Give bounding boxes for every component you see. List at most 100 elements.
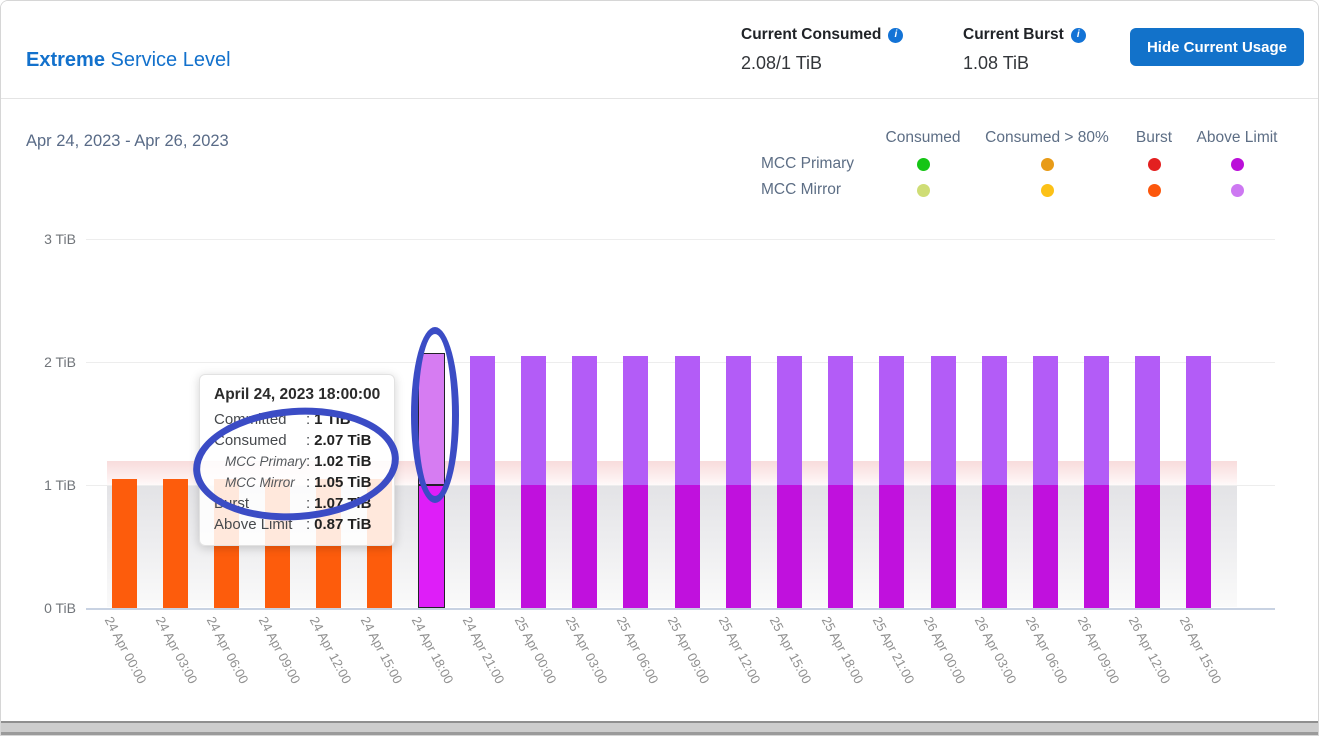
chart-bar-segment-above-limit-mirror[interactable] xyxy=(1032,355,1058,485)
chart-bar-segment-above-limit-mirror[interactable] xyxy=(521,355,547,485)
legend-dot[interactable] xyxy=(1230,183,1244,197)
info-icon[interactable]: i xyxy=(888,27,904,43)
header-divider xyxy=(1,98,1318,99)
legend-dot-cell xyxy=(1185,183,1289,197)
x-axis-label: 26 Apr 06:00 xyxy=(1023,614,1072,687)
x-axis-label: 26 Apr 12:00 xyxy=(1125,614,1174,687)
tooltip-row-label: MCC Mirror xyxy=(225,475,295,490)
chart-bar-segment-above-limit-primary[interactable] xyxy=(879,485,905,608)
tooltip-row: Burst:1.07 TiB xyxy=(214,495,380,512)
tooltip-row-colon: : xyxy=(306,453,311,470)
legend-column-header: Above Limit xyxy=(1196,129,1278,146)
legend-dot[interactable] xyxy=(1040,157,1054,171)
legend-row-label: MCC Primary xyxy=(761,155,854,172)
legend-column-header: Consumed xyxy=(885,129,961,146)
x-axis-label: 25 Apr 00:00 xyxy=(511,614,560,687)
legend-dot[interactable] xyxy=(1040,183,1054,197)
chart-bar-segment-above-limit-primary[interactable] xyxy=(674,485,700,608)
chart-bar-segment-above-limit-mirror[interactable] xyxy=(879,355,905,485)
tooltip-row-value: 0.87 TiB xyxy=(314,516,372,533)
tooltip-row: Consumed:2.07 TiB xyxy=(214,432,380,449)
tooltip-title: April 24, 2023 18:00:00 xyxy=(214,386,381,403)
tooltip-row-colon: : xyxy=(306,474,311,491)
chart-bar-segment-above-limit-primary[interactable] xyxy=(469,485,495,608)
chart-bar-segment-burst-mirror[interactable] xyxy=(111,478,137,608)
date-range-label: Apr 24, 2023 - Apr 26, 2023 xyxy=(26,132,229,150)
x-axis-label: 26 Apr 09:00 xyxy=(1074,614,1123,687)
legend-dot[interactable] xyxy=(1230,157,1244,171)
x-axis-label: 25 Apr 09:00 xyxy=(664,614,713,687)
chart-bar-segment-above-limit-mirror[interactable] xyxy=(725,355,751,485)
chart-bar-segment-above-limit-mirror[interactable] xyxy=(572,355,598,485)
y-axis-tick-label: 2 TiB xyxy=(44,354,76,370)
chart-bar-segment-above-limit-mirror[interactable] xyxy=(469,355,495,485)
chart-bar-segment-above-limit-primary[interactable] xyxy=(828,485,854,608)
legend-dot-cell xyxy=(971,157,1123,171)
chart-bar-segment-above-limit-primary[interactable] xyxy=(417,485,445,608)
legend-dot[interactable] xyxy=(1147,157,1161,171)
y-axis-tick-label: 1 TiB xyxy=(44,477,76,493)
tooltip-row-label: Consumed xyxy=(214,432,287,449)
chart-bar-segment-above-limit-mirror[interactable] xyxy=(930,355,956,485)
legend-dot-cell xyxy=(1123,183,1185,197)
tooltip-row-value: 1 TiB xyxy=(314,411,351,428)
chart-bar-segment-above-limit-mirror[interactable] xyxy=(1084,355,1110,485)
tooltip-row-colon: : xyxy=(306,432,311,449)
chart-bar-segment-above-limit-primary[interactable] xyxy=(776,485,802,608)
card-header: Extreme Service Level Current Consumed i… xyxy=(1,1,1318,98)
chart-bar-segment-above-limit-primary[interactable] xyxy=(725,485,751,608)
x-axis-label: 24 Apr 06:00 xyxy=(204,614,252,687)
chart-bar-segment-above-limit-mirror[interactable] xyxy=(623,355,649,485)
chart-bar-segment-burst-mirror[interactable] xyxy=(162,478,188,608)
chart-bar-segment-above-limit-mirror[interactable] xyxy=(1186,355,1212,485)
chart-bar-segment-above-limit-primary[interactable] xyxy=(930,485,956,608)
chart-bar-segment-above-limit-primary[interactable] xyxy=(981,485,1007,608)
tooltip-row: MCC Mirror:1.05 TiB xyxy=(214,474,380,491)
hide-current-usage-button[interactable]: Hide Current Usage xyxy=(1129,28,1304,66)
tooltip-row: MCC Primary:1.02 TiB xyxy=(214,453,380,470)
current-consumed-label: Current Consumed xyxy=(741,26,882,43)
x-axis-label: 25 Apr 12:00 xyxy=(716,614,764,687)
x-axis-label: 25 Apr 06:00 xyxy=(613,614,662,687)
legend-dot-cell xyxy=(971,183,1123,197)
title-suffix: Service Level xyxy=(104,49,231,71)
chart-bar-segment-above-limit-mirror[interactable] xyxy=(981,355,1007,485)
chart-bar-segment-above-limit-primary[interactable] xyxy=(1186,485,1212,608)
tooltip-row-label: Above Limit xyxy=(214,516,293,533)
chart-bar-segment-above-limit-primary[interactable] xyxy=(623,485,649,608)
chart-bar-segment-above-limit-primary[interactable] xyxy=(521,485,547,608)
chart-bar-segment-above-limit-primary[interactable] xyxy=(1135,485,1161,608)
chart-bar-segment-above-limit-mirror[interactable] xyxy=(828,355,854,485)
current-consumed-value: 2.08/1 TiB xyxy=(741,53,823,73)
annotation-ellipse-bar xyxy=(411,327,459,503)
tooltip-row-label: MCC Primary xyxy=(225,454,306,469)
chart-legend: Consumed Consumed > 80% Burst Above Limit MC… xyxy=(761,129,1289,199)
x-axis-label: 26 Apr 00:00 xyxy=(920,614,969,687)
tooltip-row-label: Committed xyxy=(214,411,287,428)
chart-bar-segment-above-limit-mirror[interactable] xyxy=(1135,355,1161,485)
info-icon[interactable]: i xyxy=(1070,27,1086,43)
y-axis-tick-label: 3 TiB xyxy=(44,231,76,247)
tooltip-row-value: 1.02 TiB xyxy=(314,453,372,470)
legend-column-header: Consumed > 80% xyxy=(985,129,1109,146)
horizontal-scrollbar[interactable] xyxy=(1,721,1318,735)
x-axis-label: 25 Apr 03:00 xyxy=(562,614,611,687)
current-consumed-stat: Current Consumed i 2.08/1 TiB xyxy=(741,26,904,74)
legend-dot-cell xyxy=(875,157,971,171)
x-axis-label: 25 Apr 21:00 xyxy=(869,614,918,687)
x-axis-baseline xyxy=(86,608,1275,610)
legend-dot[interactable] xyxy=(916,157,930,171)
chart-bar-segment-above-limit-primary[interactable] xyxy=(1032,485,1058,608)
chart-bar-segment-above-limit-mirror[interactable] xyxy=(674,355,700,485)
chart-tooltip: April 24, 2023 18:00:00 Committed:1 TiB C… xyxy=(199,374,395,546)
tooltip-row-label: Burst xyxy=(214,495,250,512)
chart-bar-segment-above-limit-mirror[interactable] xyxy=(776,355,802,485)
x-axis-label: 26 Apr 03:00 xyxy=(971,614,1020,687)
tooltip-row-value: 1.05 TiB xyxy=(314,474,372,491)
chart-bar-segment-above-limit-primary[interactable] xyxy=(1084,485,1110,608)
tooltip-row: Committed:1 TiB xyxy=(214,411,380,428)
legend-dot[interactable] xyxy=(916,183,930,197)
chart-bar-segment-above-limit-primary[interactable] xyxy=(572,485,598,608)
legend-dot[interactable] xyxy=(1147,183,1161,197)
